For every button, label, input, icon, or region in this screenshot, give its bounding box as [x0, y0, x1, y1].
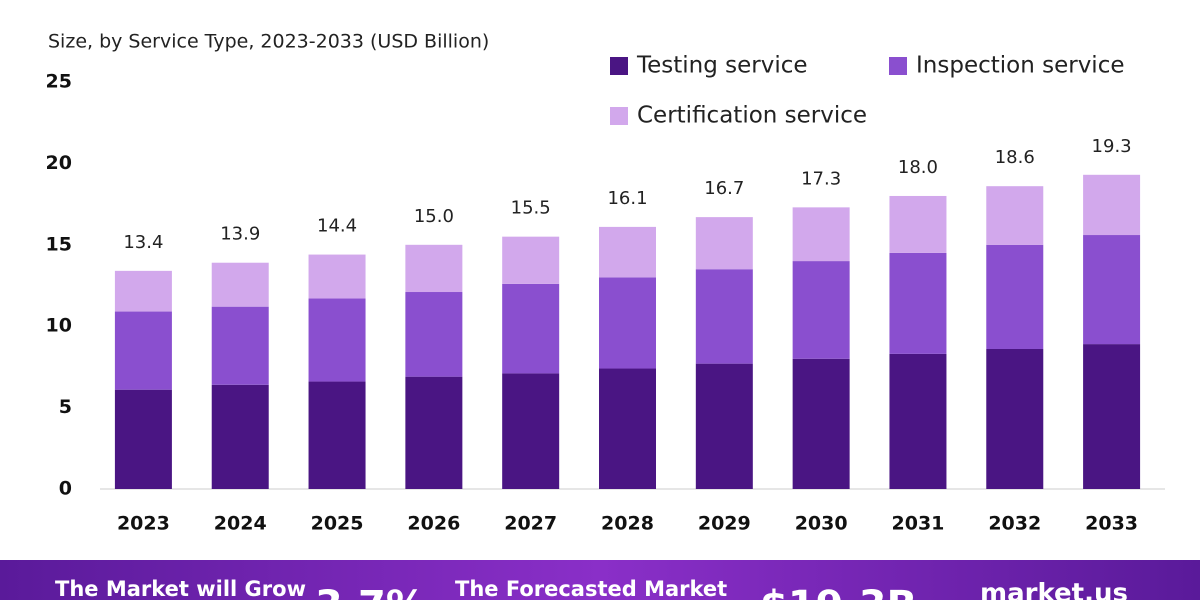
bar-segment	[308, 254, 366, 299]
total-label: 13.9	[220, 224, 260, 245]
total-label: 16.1	[607, 188, 647, 209]
bar-segment	[792, 358, 850, 489]
legend-swatch	[610, 57, 628, 75]
legend-swatch	[610, 107, 628, 125]
bar-segment	[211, 384, 269, 489]
bar-segment	[889, 252, 947, 354]
bar-segment	[792, 261, 850, 359]
banner-text: The Forecasted Market	[455, 577, 727, 600]
x-tick-label: 2023	[117, 513, 170, 535]
bar-segment	[599, 368, 656, 489]
bar-segment	[405, 376, 463, 489]
bar-segment	[889, 195, 947, 253]
chart-subtitle: Size, by Service Type, 2023-2033 (USD Bi…	[48, 31, 489, 53]
total-label: 15.0	[414, 206, 454, 227]
y-tick-label: 25	[46, 71, 72, 93]
x-tick-label: 2024	[214, 513, 267, 535]
bar-segment	[986, 244, 1044, 349]
x-tick-label: 2032	[988, 513, 1041, 535]
bar-segment	[502, 373, 560, 489]
banner-brand: market.us	[980, 579, 1128, 600]
bar-segment	[114, 389, 172, 489]
legend-swatch	[889, 57, 907, 75]
total-label: 19.3	[1092, 136, 1132, 157]
bar-segment	[211, 262, 269, 307]
total-label: 16.7	[704, 178, 744, 199]
x-tick-label: 2033	[1085, 513, 1138, 535]
x-tick-label: 2025	[311, 513, 364, 535]
banner-value: $19.3B	[760, 583, 917, 600]
x-tick-label: 2027	[504, 513, 557, 535]
total-label: 15.5	[511, 198, 551, 219]
banner-text: The Market will Grow	[55, 577, 306, 600]
bar-segment	[695, 363, 753, 489]
y-tick-label: 20	[46, 152, 72, 174]
total-label: 14.4	[317, 216, 357, 237]
bar-segment	[1083, 174, 1141, 236]
bar-segment	[986, 348, 1044, 489]
legend-label: Certification service	[637, 103, 867, 129]
bar-segment	[405, 292, 463, 377]
bar-segment	[502, 236, 560, 284]
bar-segment	[599, 277, 656, 369]
total-label: 13.4	[123, 232, 163, 253]
bar-segment	[405, 244, 463, 293]
total-label: 18.6	[995, 147, 1035, 168]
x-tick-label: 2028	[601, 513, 654, 535]
total-label: 17.3	[801, 168, 841, 189]
legend-label: Testing service	[636, 53, 808, 79]
total-label: 18.0	[898, 157, 938, 178]
x-tick-label: 2030	[795, 513, 848, 535]
y-tick-label: 10	[46, 315, 72, 337]
bar-segment	[695, 269, 753, 364]
banner-bg	[0, 560, 1200, 600]
bar-segment	[1083, 344, 1141, 489]
banner-cagr: 3.7%	[315, 583, 426, 600]
y-tick-label: 15	[46, 233, 72, 255]
x-tick-label: 2031	[892, 513, 945, 535]
bar-segment	[695, 217, 753, 270]
bar-segment	[308, 381, 366, 489]
bar-segment	[502, 283, 560, 374]
bar-segment	[889, 353, 947, 489]
bar-segment	[114, 311, 172, 390]
y-tick-label: 0	[59, 478, 72, 500]
bar-segment	[1083, 235, 1141, 345]
x-tick-label: 2029	[698, 513, 751, 535]
bar-segment	[308, 298, 366, 382]
bar-segment	[792, 207, 850, 262]
bar-segment	[599, 226, 656, 278]
banner: The Market will Grow 3.7% The Forecasted…	[0, 560, 1200, 600]
y-tick-label: 5	[59, 396, 72, 418]
bar-segment	[114, 270, 172, 312]
bar-segment	[986, 186, 1044, 245]
legend-label: Inspection service	[916, 53, 1125, 79]
bar-segment	[211, 306, 269, 385]
x-tick-label: 2026	[407, 513, 460, 535]
